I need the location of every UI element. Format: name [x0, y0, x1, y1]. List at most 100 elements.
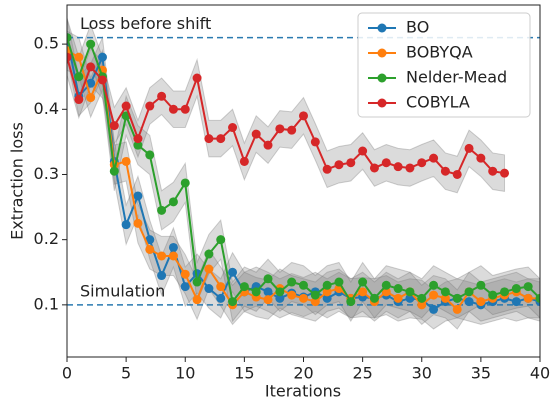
data-point — [405, 293, 415, 303]
data-point — [180, 269, 190, 279]
data-point — [393, 162, 403, 172]
data-point — [440, 166, 450, 176]
y-tick-label: 0.3 — [34, 164, 59, 183]
data-point — [358, 287, 368, 297]
data-point — [204, 284, 214, 294]
data-point — [417, 300, 427, 310]
data-point — [429, 290, 439, 300]
x-tick-label: 35 — [471, 364, 491, 383]
legend-label: BO — [406, 18, 429, 37]
data-point — [275, 293, 285, 303]
data-point — [511, 284, 521, 294]
data-point — [381, 287, 391, 297]
data-point — [275, 287, 285, 297]
x-tick-label: 10 — [175, 364, 195, 383]
data-point — [133, 191, 143, 201]
data-point — [476, 297, 486, 307]
data-point — [299, 293, 308, 303]
data-point — [523, 293, 533, 303]
plot — [67, 17, 540, 330]
reference-label: Loss before shift — [80, 14, 211, 33]
data-point — [381, 158, 391, 168]
data-point — [86, 78, 96, 88]
data-point — [287, 125, 297, 135]
legend-marker — [377, 98, 387, 108]
data-point — [145, 235, 155, 245]
y-tick-label: 0.4 — [34, 99, 59, 118]
reference-label: Simulation — [80, 281, 165, 300]
data-point — [334, 160, 344, 170]
data-point — [476, 280, 486, 290]
data-point — [263, 287, 273, 297]
data-point — [322, 293, 332, 303]
data-point — [67, 33, 72, 43]
data-point — [121, 220, 131, 230]
data-point — [204, 264, 214, 274]
data-point — [133, 134, 143, 144]
legend-marker — [377, 48, 387, 58]
x-tick-label: 15 — [234, 364, 254, 383]
data-point — [86, 39, 96, 49]
data-point — [263, 295, 273, 305]
legend-marker — [377, 73, 387, 83]
data-point — [417, 293, 427, 303]
data-point — [74, 72, 84, 82]
data-point — [263, 140, 273, 150]
data-point — [228, 297, 238, 307]
data-point — [180, 104, 190, 114]
data-point — [440, 293, 450, 303]
data-point — [133, 140, 143, 150]
data-point — [86, 93, 96, 103]
data-point — [74, 52, 84, 62]
data-point — [157, 91, 167, 101]
data-point — [346, 158, 356, 168]
data-point — [86, 62, 96, 72]
data-point — [251, 287, 261, 297]
data-point — [97, 52, 107, 62]
data-point — [204, 249, 214, 259]
data-point — [157, 271, 167, 281]
data-point — [133, 218, 143, 228]
x-tick-label: 20 — [293, 364, 313, 383]
data-point — [405, 287, 415, 297]
data-point — [464, 143, 474, 153]
data-point — [346, 297, 356, 307]
y-axis-label: Extraction loss — [8, 122, 27, 240]
data-point — [216, 293, 226, 303]
data-point — [488, 290, 498, 300]
data-point — [310, 297, 320, 307]
data-point — [322, 287, 332, 297]
data-point — [440, 287, 450, 297]
data-point — [452, 293, 462, 303]
data-point — [109, 166, 119, 176]
data-point — [310, 137, 320, 147]
data-point — [464, 287, 474, 297]
x-tick-label: 25 — [352, 364, 372, 383]
data-point — [74, 95, 84, 105]
data-point — [429, 304, 439, 314]
data-point — [476, 153, 486, 163]
data-point — [180, 178, 190, 188]
data-point — [168, 104, 178, 114]
data-point — [180, 282, 190, 292]
x-tick-label: 40 — [530, 364, 550, 383]
x-tick-label: 30 — [412, 364, 432, 383]
data-point — [239, 282, 249, 292]
data-point — [429, 280, 439, 290]
data-point — [535, 293, 540, 303]
data-point — [168, 197, 178, 207]
data-point — [97, 75, 107, 85]
data-point — [369, 163, 379, 173]
data-point — [381, 280, 391, 290]
x-tick-label: 5 — [121, 364, 131, 383]
x-tick-label: 0 — [62, 364, 72, 383]
data-point — [168, 251, 178, 261]
data-point — [452, 304, 462, 314]
data-point — [216, 134, 226, 144]
data-point — [511, 297, 521, 307]
data-point — [192, 73, 202, 83]
data-point — [239, 156, 249, 166]
data-point — [523, 282, 533, 292]
data-point — [369, 293, 379, 303]
